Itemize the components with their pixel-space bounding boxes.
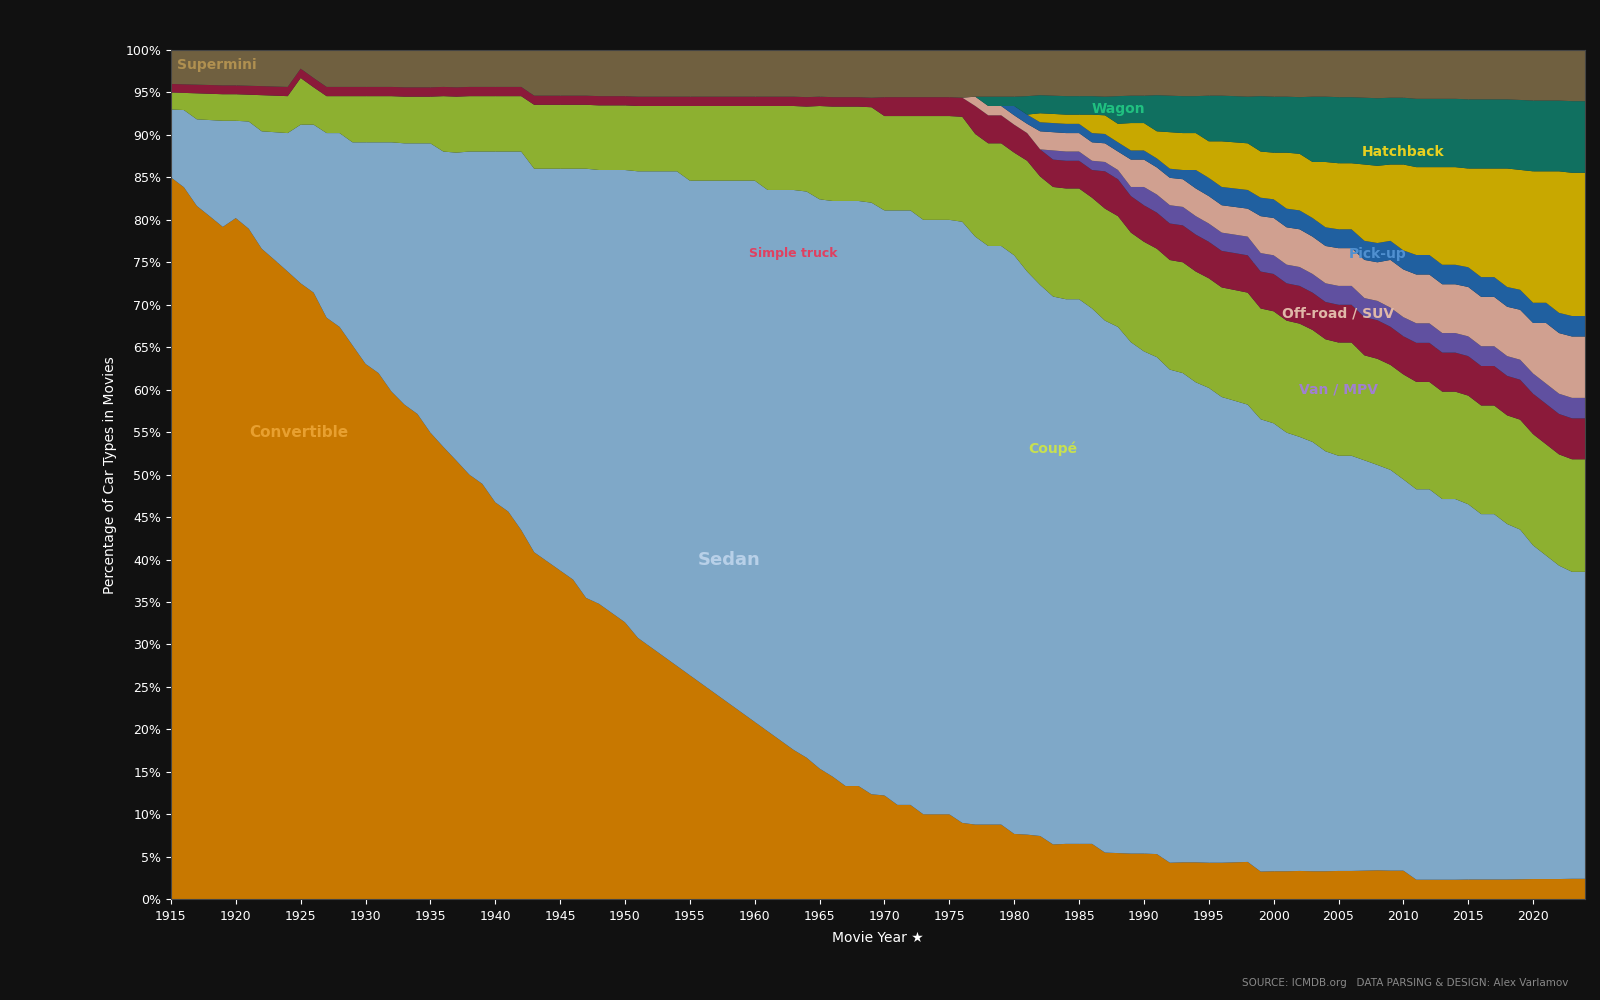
Text: Supermini: Supermini — [178, 58, 258, 72]
Text: Wagon: Wagon — [1091, 102, 1144, 116]
Text: Coupé: Coupé — [1029, 442, 1078, 456]
Y-axis label: Percentage of Car Types in Movies: Percentage of Car Types in Movies — [102, 356, 117, 593]
Text: Hatchback: Hatchback — [1362, 145, 1445, 159]
Text: Van / MPV: Van / MPV — [1299, 383, 1378, 397]
Text: Convertible: Convertible — [248, 425, 347, 440]
X-axis label: Movie Year ★: Movie Year ★ — [832, 931, 923, 945]
Text: Sedan: Sedan — [698, 551, 760, 569]
Text: Pick-up: Pick-up — [1349, 247, 1406, 261]
Text: Simple truck: Simple truck — [749, 247, 838, 260]
Text: SOURCE: ICMDB.org   DATA PARSING & DESIGN: Alex Varlamov: SOURCE: ICMDB.org DATA PARSING & DESIGN:… — [1242, 978, 1568, 988]
Text: Off-road / SUV: Off-road / SUV — [1283, 306, 1395, 320]
